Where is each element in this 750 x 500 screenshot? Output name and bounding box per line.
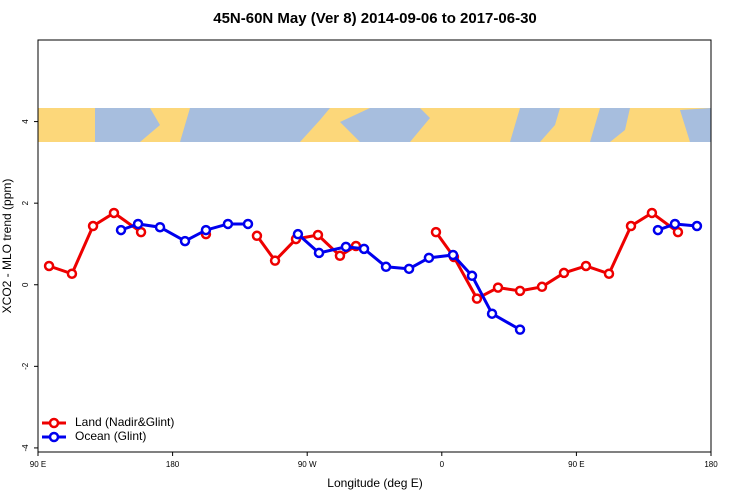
point <box>242 218 254 230</box>
point <box>403 263 415 275</box>
point <box>691 220 703 232</box>
point <box>652 224 664 236</box>
point <box>358 243 370 255</box>
point <box>558 267 570 279</box>
x-tick-label: 90 W <box>298 460 317 469</box>
x-tick-label: 0 <box>440 460 445 469</box>
point <box>154 221 166 233</box>
point <box>580 260 592 272</box>
y-tick-label: 0 <box>21 282 30 287</box>
point <box>492 282 504 293</box>
x-tick-label: 90 E <box>568 460 584 469</box>
point <box>536 281 548 293</box>
point <box>646 207 658 219</box>
point <box>269 255 281 266</box>
point <box>115 224 127 236</box>
point <box>625 220 637 232</box>
point <box>471 293 483 304</box>
x-tick-label: 90 E <box>30 460 46 469</box>
point <box>672 226 684 238</box>
point <box>66 268 78 279</box>
point <box>669 218 681 230</box>
point <box>340 241 352 253</box>
point <box>251 230 263 242</box>
x-tick-label: 180 <box>704 460 718 469</box>
point <box>430 226 442 238</box>
point <box>108 207 120 219</box>
point <box>132 218 144 230</box>
point <box>466 270 478 282</box>
point <box>87 220 99 232</box>
y-axis-label: XCO2 - MLO trend (ppm) <box>0 179 14 314</box>
x-tick-label: 180 <box>166 460 180 469</box>
point <box>43 260 55 272</box>
legend-label: Ocean (Glint) <box>75 429 146 443</box>
x-axis-label: Longitude (deg E) <box>327 476 422 490</box>
point <box>603 268 615 279</box>
point <box>222 218 234 230</box>
point <box>200 224 212 236</box>
point <box>514 285 526 297</box>
point <box>486 308 498 319</box>
y-tick-label: 2 <box>21 200 30 205</box>
y-tick-label: -4 <box>21 444 30 452</box>
point <box>447 249 459 261</box>
plot-frame <box>37 39 712 453</box>
legend-marker <box>48 431 60 443</box>
point <box>312 229 324 241</box>
legend-label: Land (Nadir&Glint) <box>75 415 174 429</box>
map-strip <box>38 108 711 142</box>
point <box>135 226 147 238</box>
chart-title: 45N-60N May (Ver 8) 2014-09-06 to 2017-0… <box>213 10 537 27</box>
point <box>179 235 191 247</box>
y-tick-label: -2 <box>21 362 30 370</box>
point <box>313 247 325 259</box>
point <box>334 250 346 262</box>
point <box>514 324 526 335</box>
point <box>380 261 392 273</box>
point <box>292 228 304 240</box>
point <box>423 252 435 264</box>
y-tick-label: 4 <box>21 119 30 124</box>
legend-marker <box>48 417 60 429</box>
